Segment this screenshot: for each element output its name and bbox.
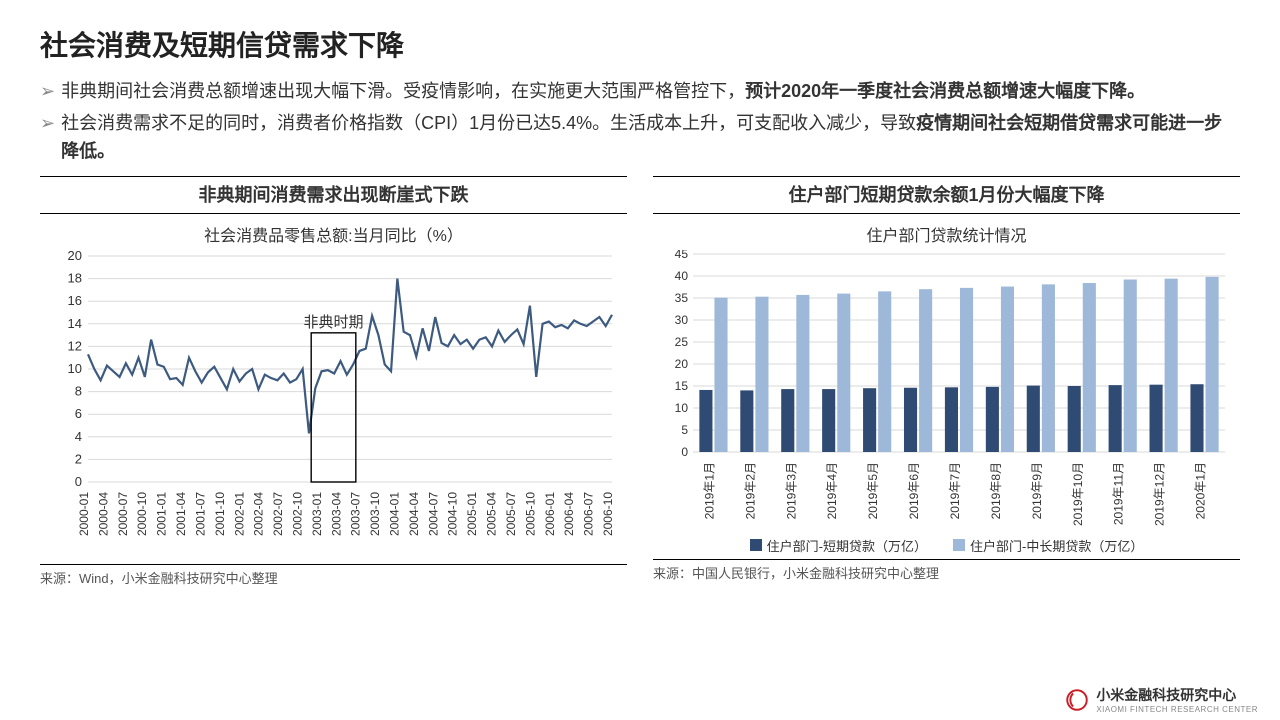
left-source: 来源：Wind，小米金融科技研究中心整理 bbox=[40, 564, 627, 587]
right-sub-title: 住户部门贷款统计情况 bbox=[653, 222, 1240, 246]
svg-text:15: 15 bbox=[675, 379, 689, 393]
bullet-list: ➢非典期间社会消费总额增速出现大幅下滑。受疫情影响，在实施更大范围严格管控下，预… bbox=[40, 78, 1240, 166]
footer-logo: 小米金融科技研究中心 XIAOMI FINTECH RESEARCH CENTE… bbox=[1064, 685, 1258, 714]
svg-text:2003-04: 2003-04 bbox=[329, 491, 343, 535]
svg-text:20: 20 bbox=[68, 250, 82, 263]
bullet-arrow-icon: ➢ bbox=[40, 110, 55, 166]
svg-text:2004-04: 2004-04 bbox=[407, 491, 421, 535]
left-panel-title: 非典期间消费需求出现断崖式下跌 bbox=[40, 176, 627, 214]
legend-swatch bbox=[750, 539, 762, 551]
svg-text:2001-04: 2001-04 bbox=[174, 491, 188, 535]
svg-text:0: 0 bbox=[75, 474, 82, 489]
svg-text:2001-01: 2001-01 bbox=[155, 491, 169, 535]
svg-text:2019年11月: 2019年11月 bbox=[1112, 462, 1126, 525]
bar-chart: 0 5 10 15 20 25 30 35 40 45 2019年1月 2019年2月 2019年3月 2… bbox=[653, 250, 1233, 534]
svg-text:2003-01: 2003-01 bbox=[310, 491, 324, 535]
svg-text:2019年4月: 2019年4月 bbox=[825, 462, 839, 519]
bar-legend: 住户部门-短期贷款（万亿） 住户部门-中长期贷款（万亿） bbox=[653, 536, 1240, 555]
svg-text:8: 8 bbox=[75, 383, 82, 398]
right-panel: 住户部门短期贷款余额1月份大幅度下降 住户部门贷款统计情况 0 5 10 15 20 25… bbox=[653, 176, 1240, 587]
svg-text:18: 18 bbox=[68, 270, 82, 285]
svg-text:30: 30 bbox=[675, 313, 689, 327]
svg-text:2000-01: 2000-01 bbox=[77, 491, 91, 535]
svg-text:2019年8月: 2019年8月 bbox=[989, 462, 1003, 519]
logo-icon bbox=[1064, 687, 1090, 713]
svg-text:2000-07: 2000-07 bbox=[116, 491, 130, 535]
svg-text:2004-01: 2004-01 bbox=[388, 491, 402, 535]
right-source: 来源：中国人民银行，小米金融科技研究中心整理 bbox=[653, 559, 1240, 582]
svg-text:40: 40 bbox=[675, 269, 689, 283]
footer-brand-en: XIAOMI FINTECH RESEARCH CENTER bbox=[1096, 705, 1258, 714]
svg-text:2019年9月: 2019年9月 bbox=[1030, 462, 1044, 519]
bullet-text: 非典期间社会消费总额增速出现大幅下滑。受疫情影响，在实施更大范围严格管控下，预计… bbox=[61, 78, 1240, 106]
legend-item: 住户部门-短期贷款（万亿） bbox=[750, 536, 927, 555]
svg-text:2019年1月: 2019年1月 bbox=[702, 462, 716, 519]
svg-text:2019年10月: 2019年10月 bbox=[1071, 462, 1085, 526]
legend-label: 住户部门-短期贷款（万亿） bbox=[767, 536, 927, 555]
legend-item: 住户部门-中长期贷款（万亿） bbox=[953, 536, 1143, 555]
right-panel-title: 住户部门短期贷款余额1月份大幅度下降 bbox=[653, 176, 1240, 214]
svg-text:2000-10: 2000-10 bbox=[135, 491, 149, 535]
footer-brand-cn: 小米金融科技研究中心 bbox=[1096, 685, 1258, 705]
svg-text:2005-10: 2005-10 bbox=[523, 491, 537, 535]
svg-text:2006-04: 2006-04 bbox=[562, 491, 576, 535]
svg-text:2005-04: 2005-04 bbox=[485, 491, 499, 535]
svg-text:2019年2月: 2019年2月 bbox=[743, 462, 757, 519]
legend-swatch bbox=[953, 539, 965, 551]
svg-text:2002-07: 2002-07 bbox=[271, 491, 285, 535]
bullet-arrow-icon: ➢ bbox=[40, 78, 55, 106]
svg-text:2001-10: 2001-10 bbox=[213, 491, 227, 535]
svg-text:20: 20 bbox=[675, 357, 689, 371]
svg-text:2003-10: 2003-10 bbox=[368, 491, 382, 535]
svg-text:2002-01: 2002-01 bbox=[232, 491, 246, 535]
svg-text:14: 14 bbox=[68, 315, 82, 330]
svg-text:6: 6 bbox=[75, 406, 82, 421]
svg-text:2000-04: 2000-04 bbox=[96, 491, 110, 535]
bullet-row: ➢社会消费需求不足的同时，消费者价格指数（CPI）1月份已达5.4%。生活成本上… bbox=[40, 110, 1240, 166]
bullet-row: ➢非典期间社会消费总额增速出现大幅下滑。受疫情影响，在实施更大范围严格管控下，预… bbox=[40, 78, 1240, 106]
svg-text:2019年7月: 2019年7月 bbox=[948, 462, 962, 519]
svg-text:2002-04: 2002-04 bbox=[252, 491, 266, 535]
svg-text:2005-01: 2005-01 bbox=[465, 491, 479, 535]
svg-text:45: 45 bbox=[675, 250, 689, 261]
svg-text:2001-07: 2001-07 bbox=[193, 491, 207, 535]
svg-text:2002-10: 2002-10 bbox=[290, 491, 304, 535]
svg-text:4: 4 bbox=[75, 428, 82, 443]
line-chart: 0 2 4 6 8 10 12 14 16 18 20 非典时期 2000-01 2000-04 2000-… bbox=[40, 250, 620, 560]
page-title: 社会消费及短期信贷需求下降 bbox=[40, 24, 1240, 64]
svg-text:2: 2 bbox=[75, 451, 82, 466]
svg-text:25: 25 bbox=[675, 335, 689, 349]
svg-text:10: 10 bbox=[675, 401, 689, 415]
legend-label: 住户部门-中长期贷款（万亿） bbox=[970, 536, 1143, 555]
svg-text:2005-07: 2005-07 bbox=[504, 491, 518, 535]
svg-text:2006-10: 2006-10 bbox=[601, 491, 615, 535]
svg-text:0: 0 bbox=[681, 445, 688, 459]
left-sub-title: 社会消费品零售总额:当月同比（%） bbox=[40, 222, 627, 246]
svg-text:非典时期: 非典时期 bbox=[303, 314, 363, 331]
svg-text:10: 10 bbox=[68, 361, 82, 376]
svg-text:2020年1月: 2020年1月 bbox=[1194, 462, 1208, 519]
svg-text:16: 16 bbox=[68, 293, 82, 308]
svg-text:2006-01: 2006-01 bbox=[543, 491, 557, 535]
svg-text:2019年3月: 2019年3月 bbox=[784, 462, 798, 519]
svg-text:2004-10: 2004-10 bbox=[446, 491, 460, 535]
svg-text:2019年6月: 2019年6月 bbox=[907, 462, 921, 519]
left-panel: 非典期间消费需求出现断崖式下跌 社会消费品零售总额:当月同比（%） 0 2 4 6 8 1… bbox=[40, 176, 627, 587]
svg-text:2006-07: 2006-07 bbox=[582, 491, 596, 535]
svg-text:2004-07: 2004-07 bbox=[426, 491, 440, 535]
svg-text:2003-07: 2003-07 bbox=[349, 491, 363, 535]
svg-text:35: 35 bbox=[675, 291, 689, 305]
svg-text:5: 5 bbox=[681, 423, 688, 437]
svg-text:2019年5月: 2019年5月 bbox=[866, 462, 880, 519]
bullet-text: 社会消费需求不足的同时，消费者价格指数（CPI）1月份已达5.4%。生活成本上升… bbox=[61, 110, 1240, 166]
svg-text:2019年12月: 2019年12月 bbox=[1153, 462, 1167, 526]
svg-text:12: 12 bbox=[68, 338, 82, 353]
